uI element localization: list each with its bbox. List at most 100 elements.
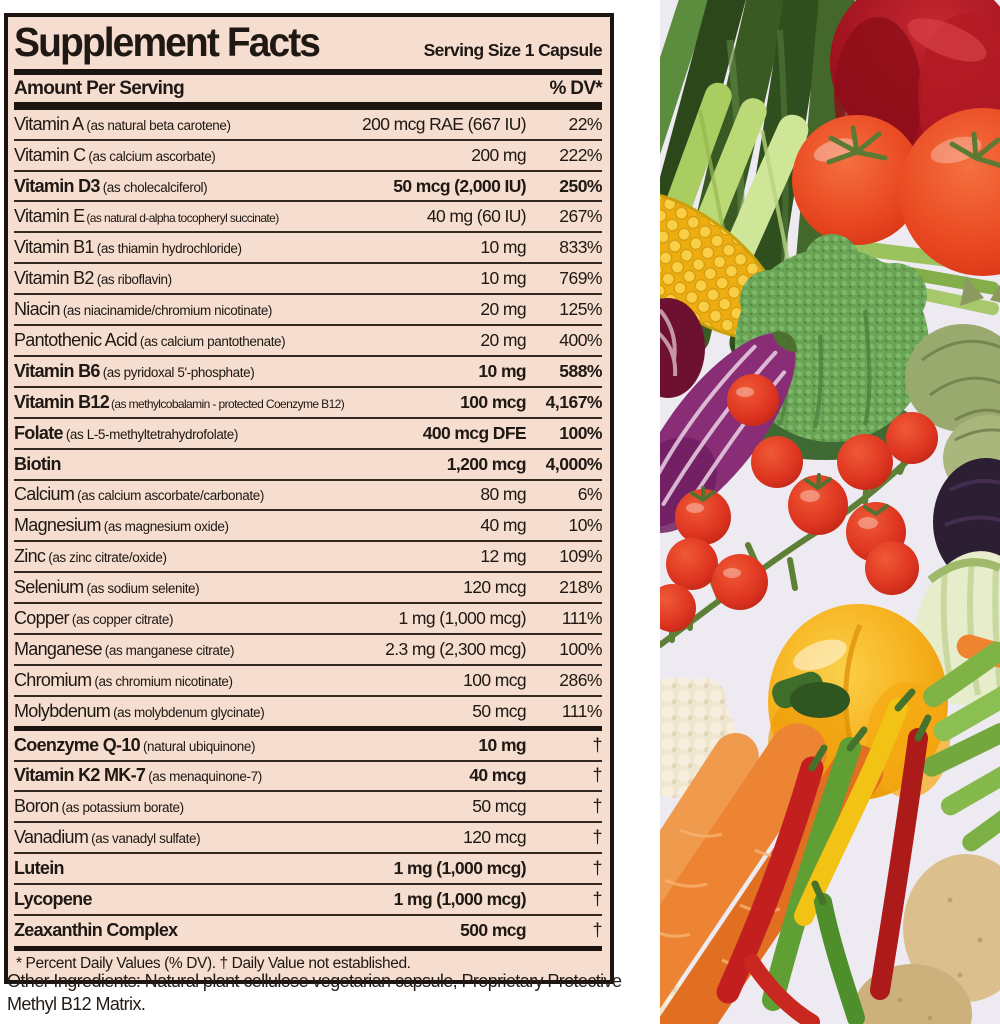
row-detail: (as copper citrate) — [71, 612, 174, 627]
table-row: Vitamin B2 (as riboflavin) 10 mg 769% — [14, 262, 603, 293]
table-row: Vitamin B12 (as methylcobalamin - protect… — [14, 385, 603, 417]
row-dv: 125% — [559, 299, 602, 320]
row-dv: † — [592, 734, 602, 755]
row-name: Lutein — [14, 858, 64, 879]
row-name-cell: Selenium (as sodium selenite) — [14, 577, 463, 598]
table-row: Vitamin D3 (as cholecalciferol) 50 mcg (2… — [14, 169, 603, 201]
table-row: Vanadium (as vanadyl sulfate) 120 mcg † — [14, 821, 603, 852]
row-name: Vitamin B6 — [14, 360, 100, 381]
table-row: Vitamin B6 (as pyridoxal 5'-phosphate) 10… — [14, 354, 603, 386]
row-amount: 100 mcg — [460, 391, 526, 412]
table-row: Zinc (as zinc citrate/oxide) 12 mg 109% — [14, 540, 603, 571]
row-dv: 100% — [559, 638, 602, 659]
row-name: Vitamin A — [14, 113, 84, 134]
row-name-cell: Copper (as copper citrate) — [14, 608, 398, 629]
row-amount: 1 mg (1,000 mcg) — [398, 608, 526, 628]
row-detail: (as sodium selenite) — [86, 581, 200, 597]
row-dv: 250% — [559, 175, 602, 196]
table-row: Manganese (as manganese citrate) 2.3 mg (… — [14, 632, 603, 664]
row-detail: (as natural beta carotene) — [86, 117, 231, 133]
row-name-cell: Calcium (as calcium ascorbate/carbonate) — [14, 484, 480, 505]
row-dv: 833% — [559, 237, 602, 258]
row-name: Vitamin B1 — [14, 237, 94, 258]
row-name: Chromium — [14, 669, 92, 690]
facts-header: Supplement Facts Serving Size 1 Capsule — [14, 20, 603, 69]
row-amount: 40 mcg — [469, 765, 526, 786]
row-detail: (as calcium ascorbate/carbonate) — [77, 488, 264, 504]
serving-size: Serving Size 1 Capsule — [423, 39, 603, 60]
row-name-cell: Vitamin D3 (as cholecalciferol) — [14, 176, 393, 197]
table-row: Coenzyme Q-10 (natural ubiquinone) 10 mg … — [14, 725, 603, 760]
row-name: Pantothenic Acid — [14, 329, 138, 350]
table-row: Selenium (as sodium selenite) 120 mcg 218… — [14, 571, 603, 602]
row-detail: (as menaquinone-7) — [148, 769, 262, 785]
row-dv: 22% — [568, 113, 602, 134]
table-row: Boron (as potassium borate) 50 mcg † — [14, 790, 603, 821]
row-name-cell: Coenzyme Q-10 (natural ubiquinone) — [14, 735, 478, 756]
supplement-facts-panel: Supplement Facts Serving Size 1 Capsule … — [4, 13, 614, 984]
row-dv: † — [592, 796, 602, 817]
row-detail: (as molybdenum glycinate) — [113, 704, 265, 720]
radicchio — [660, 298, 705, 398]
row-name-cell: Boron (as potassium borate) — [14, 796, 472, 817]
column-amount-label: Amount Per Serving — [14, 77, 185, 99]
row-amount: 10 mg — [480, 237, 526, 258]
row-amount: 100 mcg — [463, 669, 527, 690]
row-dv: 100% — [559, 422, 602, 443]
table-row: Chromium (as chromium nicotinate) 100 mcg… — [14, 663, 603, 695]
row-amount: 1 mg (1,000 mcg) — [393, 889, 527, 910]
cherry-tomato-vine — [660, 374, 938, 648]
row-name: Vitamin C — [14, 144, 86, 165]
row-name-cell: Vitamin B6 (as pyridoxal 5'-phosphate) — [14, 361, 478, 382]
row-name-cell: Vitamin K2 MK-7 (as menaquinone-7) — [14, 765, 469, 786]
row-detail: (as pyridoxal 5'-phosphate) — [102, 364, 255, 380]
row-name-cell: Molybdenum (as molybdenum glycinate) — [14, 701, 472, 722]
table-row: Lutein 1 mg (1,000 mcg) † — [14, 852, 603, 883]
row-detail: (as L-5-methyltetrahydrofolate) — [65, 426, 239, 442]
row-name: Vitamin B2 — [14, 268, 94, 289]
row-detail: (as chromium nicotinate) — [94, 673, 233, 689]
row-amount: 20 mg — [480, 329, 526, 350]
row-detail: (natural ubiquinone) — [142, 738, 256, 754]
row-amount: 200 mg — [471, 144, 526, 165]
row-amount: 40 mg — [480, 515, 526, 536]
row-name: Zinc — [14, 546, 46, 567]
row-name-cell: Folate (as L-5-methyltetrahydrofolate) — [14, 423, 423, 444]
row-name-cell: Vitamin C (as calcium ascorbate) — [14, 145, 471, 166]
row-detail: (as thiamin hydrochloride) — [96, 241, 242, 257]
row-dv: 111% — [561, 608, 603, 628]
row-dv: † — [592, 827, 602, 848]
row-name-cell: Vitamin A (as natural beta carotene) — [14, 114, 362, 135]
row-amount: 50 mcg — [472, 700, 526, 721]
row-name-cell: Chromium (as chromium nicotinate) — [14, 670, 463, 691]
row-name: Zeaxanthin Complex — [14, 919, 178, 940]
row-name-cell: Vitamin B12 (as methylcobalamin - protect… — [14, 392, 460, 413]
tomatoes — [792, 108, 1000, 276]
row-name: Coenzyme Q-10 — [14, 734, 141, 755]
row-amount: 10 mg — [478, 360, 526, 381]
table-row: Magnesium (as magnesium oxide) 40 mg 10% — [14, 509, 603, 540]
row-dv: 109% — [559, 546, 602, 567]
table-row: Vitamin C (as calcium ascorbate) 200 mg 2… — [14, 138, 603, 170]
row-amount: 120 mcg — [463, 577, 527, 598]
row-amount: 400 mcg DFE — [422, 422, 527, 443]
row-detail: (as magnesium oxide) — [103, 519, 229, 535]
row-name-cell: Vitamin E (as natural d-alpha tocopheryl … — [14, 206, 427, 227]
table-row: Biotin 1,200 mcg 4,000% — [14, 447, 603, 479]
row-name-cell: Manganese (as manganese citrate) — [14, 639, 385, 660]
row-name: Copper — [14, 608, 70, 628]
row-amount: 50 mcg (2,000 IU) — [393, 175, 526, 196]
other-ingredients: Other Ingredients: Natural plant cellulo… — [7, 971, 622, 1015]
row-name-cell: Pantothenic Acid (as calcium pantothenate… — [14, 330, 480, 351]
row-dv: 6% — [577, 484, 603, 505]
row-name: Vitamin D3 — [14, 175, 100, 196]
row-name: Niacin — [14, 299, 61, 320]
row-name-cell: Lycopene — [14, 889, 394, 910]
row-name: Magnesium — [14, 515, 101, 536]
column-header-rule — [14, 101, 602, 110]
row-dv: 4,000% — [545, 453, 603, 474]
row-name: Vitamin K2 MK-7 — [14, 765, 146, 786]
row-name-cell: Zeaxanthin Complex — [14, 920, 460, 941]
row-dv: 4,167% — [545, 391, 603, 412]
row-amount: 80 mg — [480, 484, 526, 505]
